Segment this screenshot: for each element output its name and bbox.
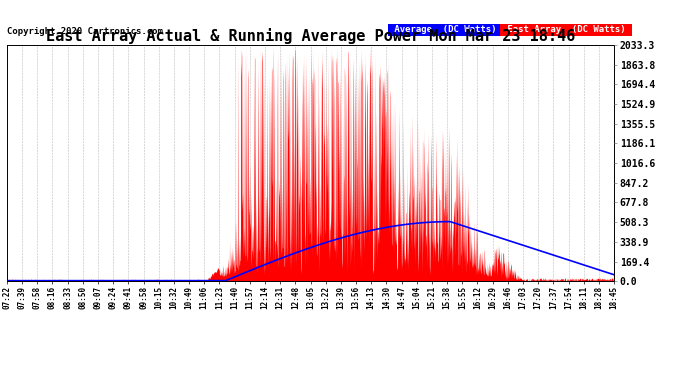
Text: Average  (DC Watts): Average (DC Watts) [389, 26, 502, 34]
Text: East Array  (DC Watts): East Array (DC Watts) [502, 26, 631, 34]
Text: Copyright 2020 Cartronics.com: Copyright 2020 Cartronics.com [7, 27, 163, 36]
Title: East Array Actual & Running Average Power Mon Mar 23 18:46: East Array Actual & Running Average Powe… [46, 28, 575, 44]
